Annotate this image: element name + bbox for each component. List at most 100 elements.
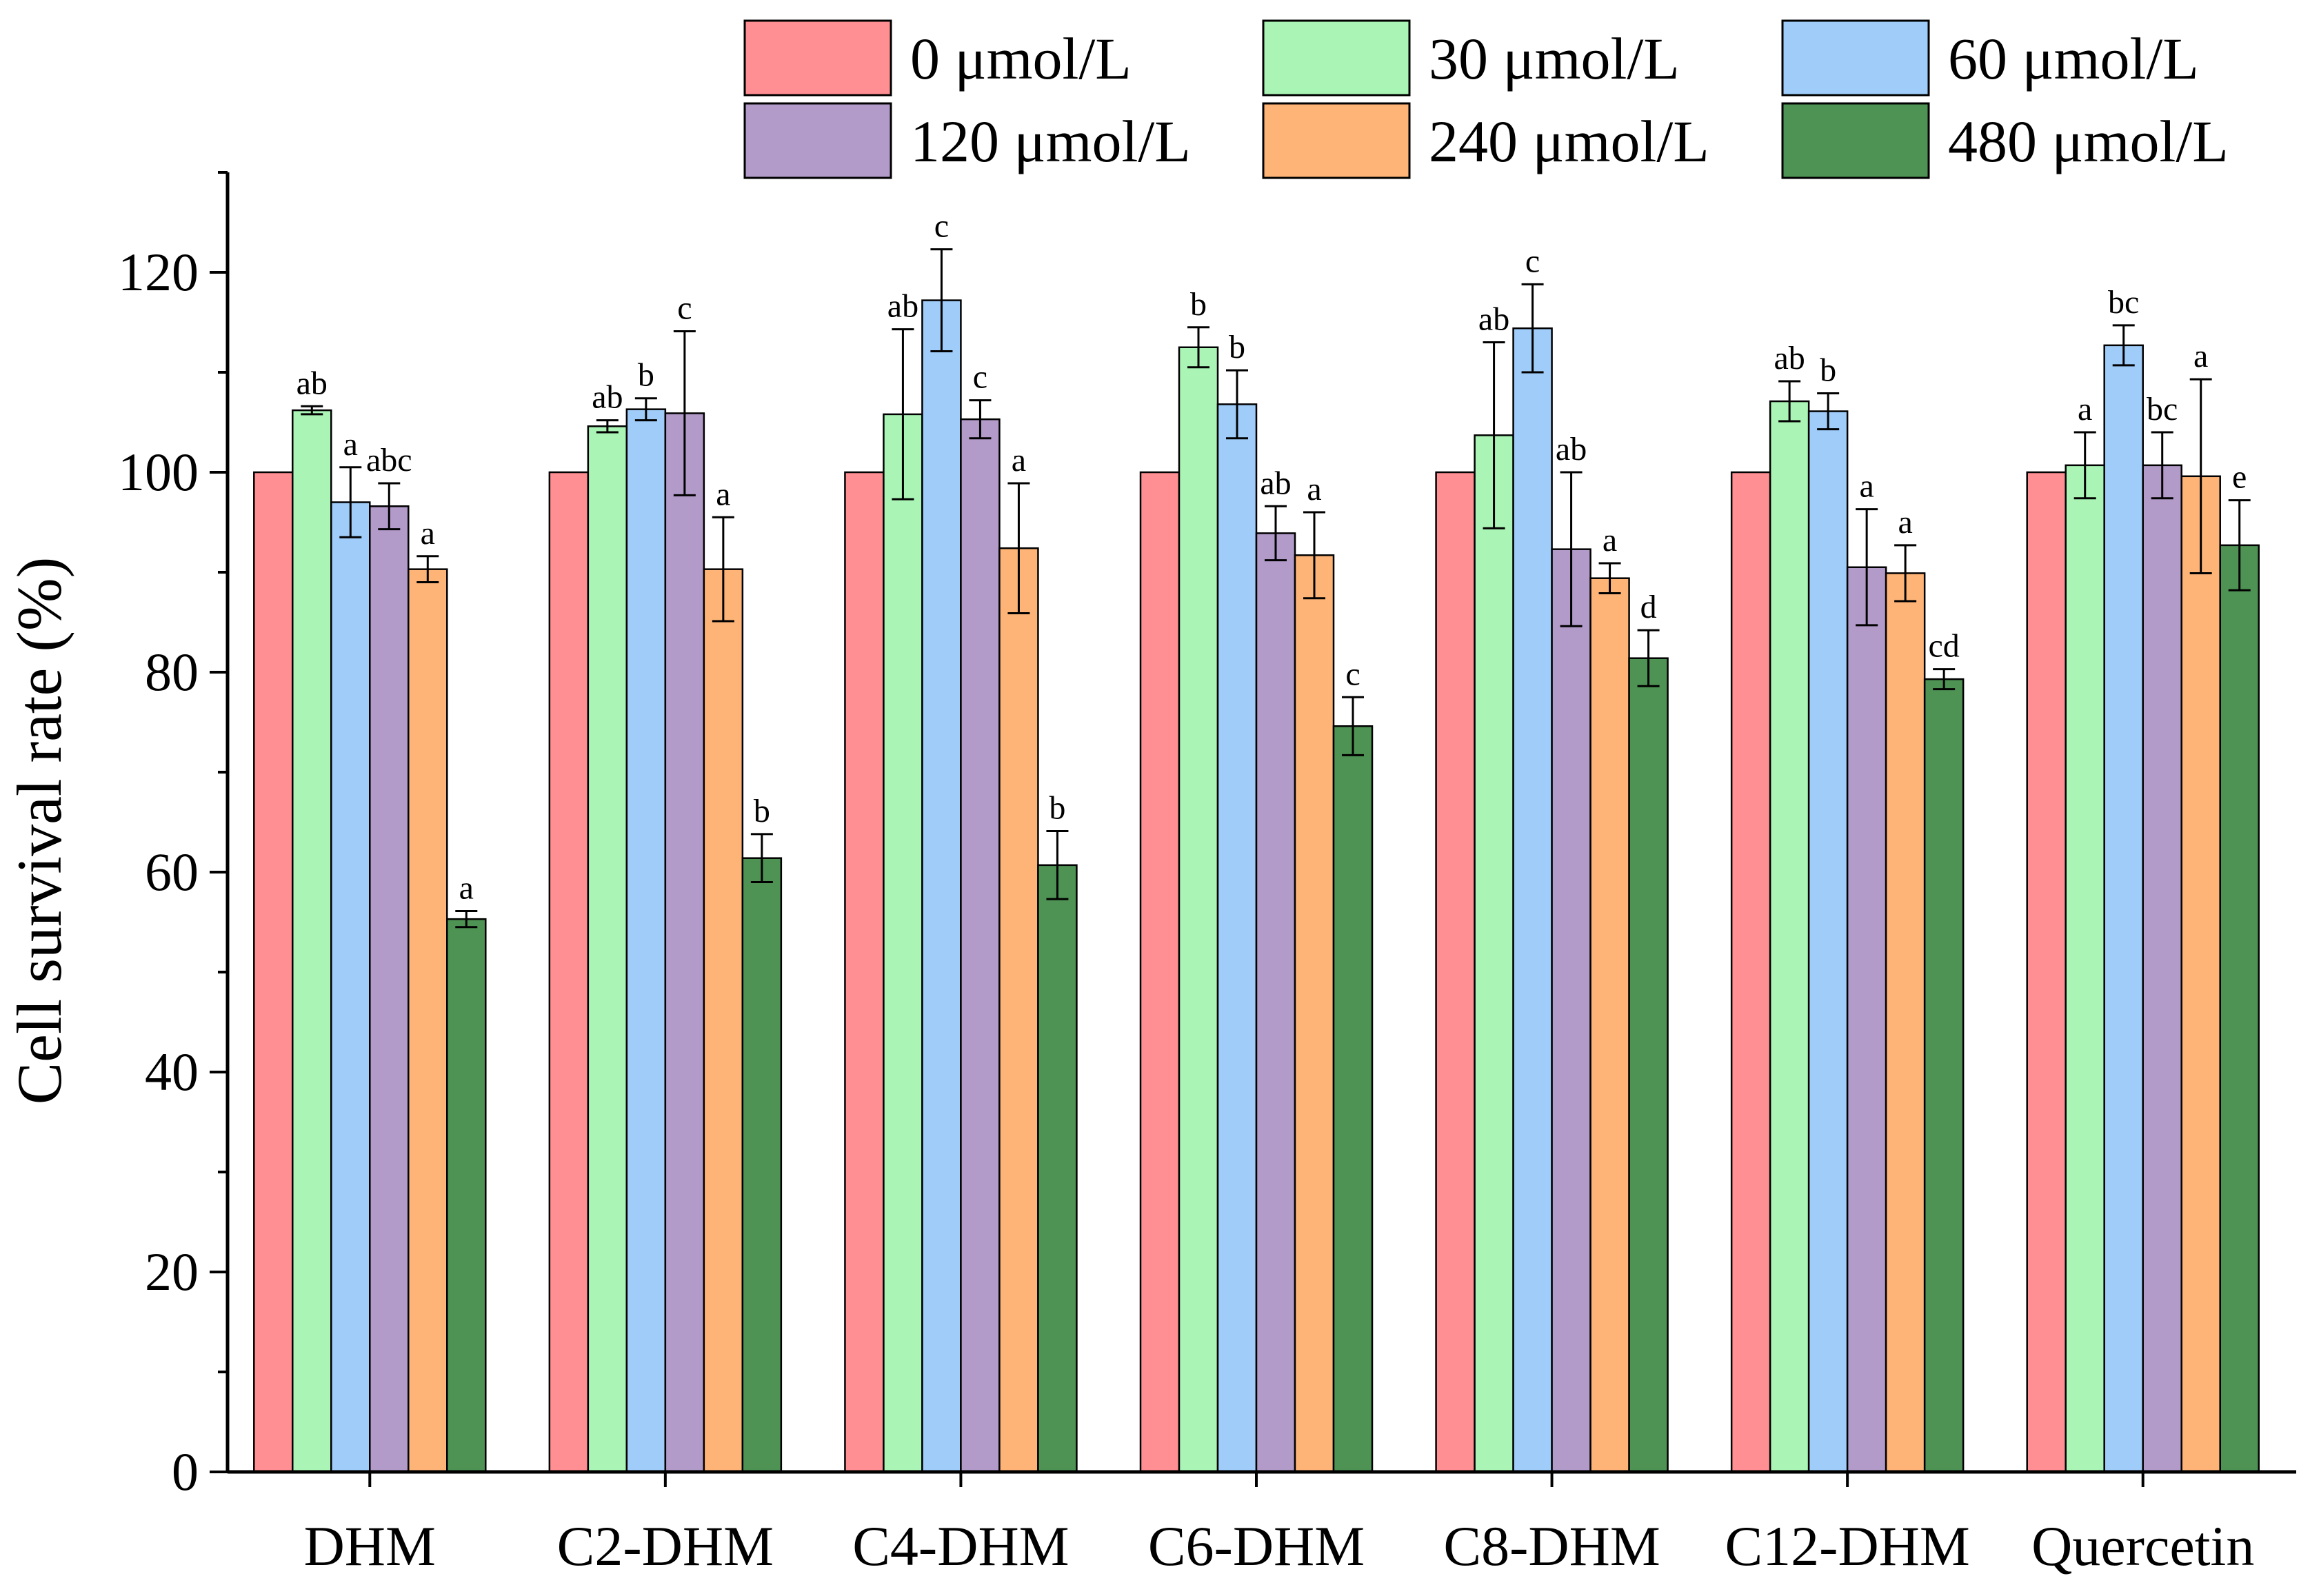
y-axis-label: Cell survival rate (%): [4, 557, 74, 1105]
significance-label: ab: [1478, 301, 1509, 338]
significance-label: a: [343, 426, 358, 463]
bar: [587, 425, 628, 1473]
legend-swatch: [1262, 102, 1411, 179]
significance-label: a: [2078, 391, 2092, 427]
bar: [1589, 577, 1630, 1473]
y-tick-label: 120: [118, 242, 199, 302]
significance-label: c: [677, 290, 692, 327]
bar: [408, 568, 448, 1473]
bar: [1037, 864, 1078, 1473]
significance-label: ab: [592, 379, 623, 416]
bar: [998, 547, 1039, 1473]
bar: [2103, 344, 2144, 1473]
bar: [1923, 678, 1965, 1473]
significance-label: b: [754, 793, 770, 829]
significance-label: a: [1898, 504, 1912, 541]
legend-swatch: [1781, 19, 1930, 97]
bar: [1885, 572, 1926, 1473]
bar: [369, 505, 410, 1473]
legend: 0 μmol/L 30 μmol/L 60 μmol/L 120 μmol/L 240 …: [743, 19, 2229, 179]
legend-swatch: [1262, 19, 1411, 97]
x-tick-label: C6-DHM: [1148, 1515, 1365, 1577]
significance-label: e: [2232, 459, 2247, 496]
significance-label: abc: [366, 442, 412, 478]
bar: [883, 413, 923, 1473]
significance-label: a: [716, 476, 730, 512]
y-tick-label: 100: [118, 442, 199, 502]
significance-label: b: [638, 357, 654, 394]
legend-label: 480 μmol/L: [1948, 108, 2229, 174]
bar: [844, 471, 885, 1473]
bar: [1255, 532, 1296, 1473]
bar: [1846, 566, 1887, 1473]
bar: [703, 568, 744, 1473]
x-tick-label: C2-DHM: [557, 1515, 774, 1577]
bar: [292, 409, 332, 1473]
significance-label: ab: [887, 288, 918, 325]
legend-label: 120 μmol/L: [910, 108, 1191, 174]
significance-label: b: [1190, 286, 1207, 323]
significance-label: c: [1525, 243, 1540, 279]
bar: [1178, 346, 1219, 1473]
significance-label: c: [934, 208, 949, 245]
bar: [2219, 544, 2260, 1473]
significance-label: cd: [1928, 628, 1959, 665]
bar: [2026, 471, 2067, 1473]
significance-label: b: [1820, 352, 1836, 388]
significance-label: c: [973, 359, 987, 396]
bar: [1807, 410, 1849, 1473]
x-tick-label: C8-DHM: [1443, 1515, 1660, 1577]
bar: [2142, 464, 2182, 1473]
y-tick-label: 80: [145, 642, 199, 702]
significance-label: bc: [2108, 284, 2139, 321]
bar: [1332, 725, 1374, 1473]
significance-label: a: [421, 515, 435, 552]
legend-label: 60 μmol/L: [1948, 26, 2199, 92]
bar: [1512, 327, 1553, 1473]
bar: [2065, 464, 2105, 1473]
bar: [1730, 471, 1771, 1473]
significance-label: b: [1229, 329, 1245, 365]
legend-label: 30 μmol/L: [1429, 26, 1680, 92]
y-tick-label: 20: [145, 1242, 199, 1302]
legend-swatch: [743, 102, 892, 179]
y-tick-label: 0: [172, 1442, 199, 1502]
x-tick-label: C12-DHM: [1725, 1515, 1969, 1577]
significance-label: a: [1859, 468, 1874, 505]
bar: [330, 501, 371, 1473]
legend-label: 240 μmol/L: [1429, 108, 1709, 174]
bar: [664, 412, 705, 1473]
axes-layer: DHM C2-DHM C4-DHM C6-DHM C8-DHM C12-DHM Querce…: [118, 171, 2296, 1577]
x-tick-label: Quercetin: [2031, 1515, 2254, 1577]
bar: [1294, 554, 1335, 1473]
y-tick-label: 60: [145, 842, 199, 902]
significance-label: ab: [1260, 465, 1291, 501]
bar: [960, 418, 1001, 1473]
significance-label: ab: [1774, 340, 1805, 376]
bar: [1769, 400, 1810, 1473]
significance-label: d: [1640, 589, 1657, 625]
bar: [548, 471, 590, 1473]
significance-label: bc: [2147, 391, 2178, 427]
significance-label: a: [1307, 471, 1321, 507]
bar: [1435, 471, 1476, 1473]
bar: [446, 918, 487, 1473]
bar: [625, 408, 667, 1473]
significance-label: a: [459, 870, 474, 907]
significance-label: a: [1012, 442, 1026, 478]
significance-label: a: [2193, 338, 2208, 374]
bar: [253, 471, 294, 1473]
bar: [1216, 403, 1258, 1473]
bar: [1628, 657, 1669, 1473]
significance-label: c: [1345, 656, 1360, 692]
significance-label: a: [1603, 522, 1617, 558]
x-tick-label: DHM: [304, 1515, 436, 1577]
legend-swatch: [743, 19, 892, 97]
significance-label: ab: [297, 365, 328, 401]
bar: [741, 857, 783, 1473]
bar: [1474, 434, 1514, 1473]
significance-label: ab: [1556, 431, 1587, 467]
x-tick-label: C4-DHM: [852, 1515, 1069, 1577]
